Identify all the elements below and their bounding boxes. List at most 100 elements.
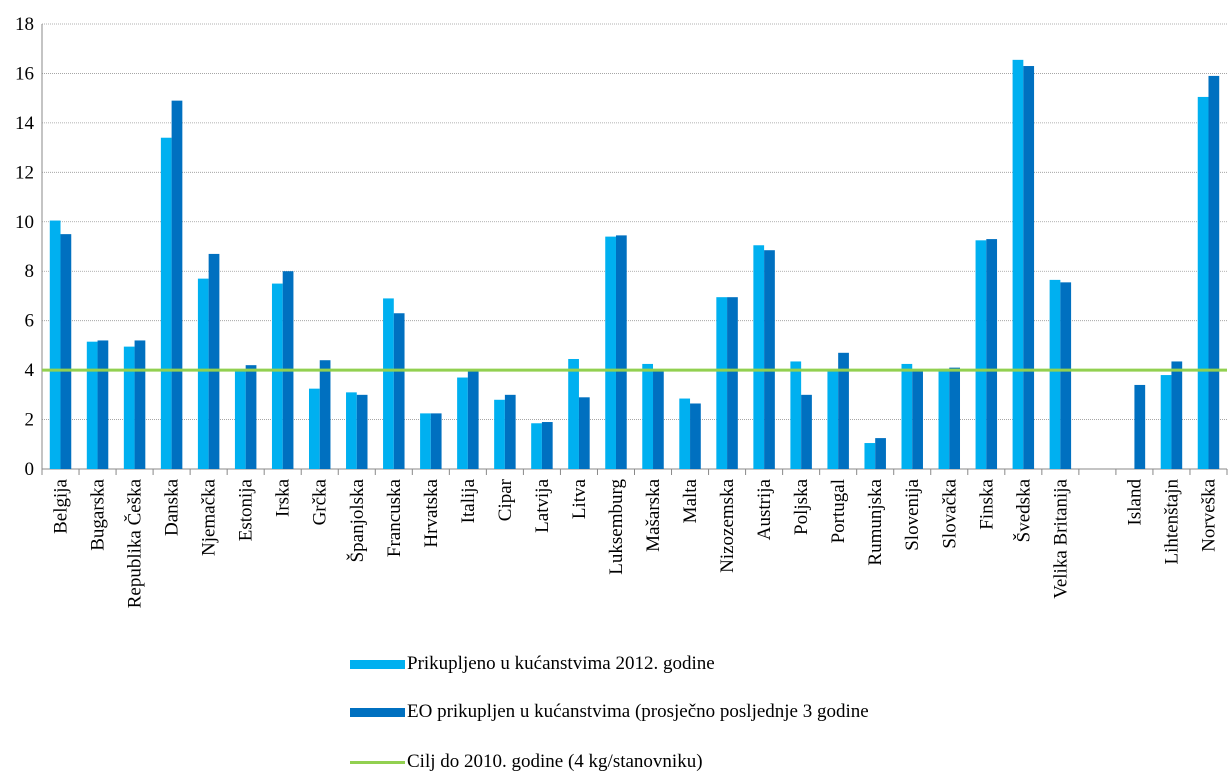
bar <box>86 341 98 469</box>
bar <box>531 423 542 469</box>
bar <box>578 397 590 469</box>
x-tick-label: Mašarska <box>643 478 664 551</box>
legend-item: EO prikupljen u kućanstvima (prosječno p… <box>350 701 930 723</box>
bar <box>642 363 654 469</box>
bar <box>197 278 209 469</box>
x-tick-label: Austrija <box>754 478 775 540</box>
x-tick-label: Bugarska <box>88 478 109 550</box>
legend-swatch <box>350 761 405 764</box>
bar <box>975 240 987 469</box>
bar <box>494 399 505 469</box>
y-tick-label: 2 <box>25 410 35 431</box>
bar <box>245 365 257 469</box>
bar <box>123 346 135 469</box>
x-tick-label: Slovenija <box>902 478 923 550</box>
x-tick-label: Norveška <box>1198 478 1219 551</box>
bar <box>864 443 876 469</box>
x-tick-label: Velika Britanija <box>1050 478 1071 598</box>
bar <box>49 220 61 469</box>
x-tick-label: Litva <box>569 478 590 519</box>
bar <box>1160 375 1172 469</box>
legend-item: Cilj do 2010. godine (4 kg/stanovniku) <box>350 751 930 773</box>
y-tick-label: 4 <box>25 360 35 381</box>
bar <box>949 367 961 469</box>
bar <box>134 340 146 469</box>
x-tick-label: Island <box>1124 479 1145 526</box>
x-tick-label: Latvija <box>532 478 553 532</box>
legend-label: Prikupljeno u kućanstvima 2012. godine <box>407 653 715 674</box>
bar <box>827 371 839 469</box>
y-tick-label: 16 <box>15 63 34 84</box>
bar <box>1134 384 1146 469</box>
bar <box>790 361 802 469</box>
bar <box>356 394 368 469</box>
y-tick-label: 0 <box>25 459 35 480</box>
x-tick-label: Španjolska <box>346 478 368 562</box>
bar <box>568 358 579 469</box>
x-tick-label: Irska <box>273 478 294 517</box>
x-tick-label: Portugal <box>828 479 849 543</box>
x-tick-label: Hrvatska <box>421 478 442 547</box>
legend-item: Prikupljeno u kućanstvima 2012. godine <box>350 653 930 675</box>
bar <box>753 245 765 469</box>
x-tick-label: Grčka <box>310 478 331 525</box>
y-tick-label: 8 <box>25 261 35 282</box>
x-tick-label: Belgija <box>51 478 72 533</box>
bar <box>541 422 553 469</box>
y-tick-label: 10 <box>15 212 34 233</box>
bar <box>457 377 468 469</box>
bar <box>308 388 320 469</box>
bar <box>653 371 664 469</box>
bar <box>171 100 183 469</box>
x-tick-label: Danska <box>162 478 183 536</box>
bar <box>60 234 72 469</box>
bar <box>1012 59 1024 469</box>
bar <box>690 403 701 469</box>
y-tick-label: 18 <box>15 14 34 35</box>
x-tick-label: Finska <box>976 478 997 529</box>
y-tick-label: 14 <box>15 113 35 134</box>
bar <box>504 394 516 469</box>
y-tick-label: 12 <box>15 162 34 183</box>
bar <box>160 137 172 469</box>
bar <box>383 298 394 469</box>
y-tick-label: 6 <box>25 311 35 332</box>
x-tick-label: Rumunjska <box>865 478 886 565</box>
bar <box>271 283 283 469</box>
bar <box>420 413 431 469</box>
bar <box>801 394 812 469</box>
x-tick-label: Italija <box>458 478 479 523</box>
bar <box>1049 279 1061 469</box>
bar <box>938 368 950 469</box>
bar <box>467 371 479 469</box>
x-tick-label: Estonija <box>236 478 257 541</box>
bar <box>346 392 357 469</box>
bar <box>430 413 442 469</box>
legend-swatch <box>350 660 405 669</box>
x-tick-label: Lihtenštajn <box>1161 479 1182 565</box>
x-tick-label: Luksemburg <box>606 479 627 575</box>
x-tick-label: Francuska <box>384 478 405 557</box>
bar <box>605 236 616 469</box>
bar <box>1171 361 1183 469</box>
x-tick-label: Cipar <box>495 478 516 521</box>
bar <box>1023 66 1035 470</box>
bar <box>97 340 109 469</box>
bar <box>875 438 886 469</box>
legend-swatch <box>350 708 405 717</box>
bar <box>319 360 331 469</box>
legend-label: Cilj do 2010. godine (4 kg/stanovniku) <box>407 751 703 772</box>
bar <box>716 297 728 469</box>
x-tick-label: Njemačka <box>199 478 220 556</box>
bar <box>208 253 220 469</box>
bar <box>727 297 738 469</box>
bar <box>393 313 405 469</box>
bar <box>764 250 775 469</box>
x-tick-label: Nizozemska <box>717 478 738 572</box>
legend-label: EO prikupljen u kućanstvima (prosječno p… <box>407 701 869 722</box>
bar <box>912 371 923 469</box>
x-tick-label: Poljska <box>791 478 812 535</box>
bar <box>234 370 246 469</box>
